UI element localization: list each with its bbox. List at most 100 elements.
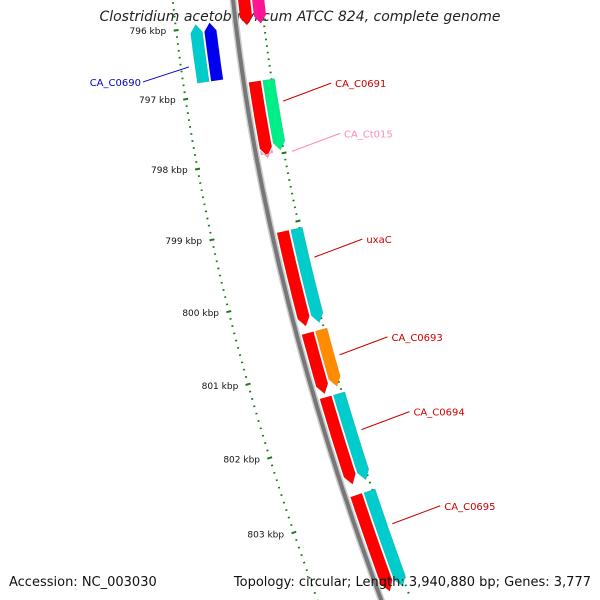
label-text: CA_C0694 xyxy=(413,408,464,419)
feature-layer xyxy=(190,0,406,592)
ruler-minor-tick xyxy=(231,325,234,328)
ruler-minor-tick xyxy=(220,281,223,284)
ruler-minor-tick xyxy=(259,427,262,430)
gene-label-ca-c0693: CA_C0693 xyxy=(339,333,443,356)
gene-feature xyxy=(237,0,253,26)
ruler-minor-tick xyxy=(261,434,265,437)
ruler-minor-tick xyxy=(300,554,303,557)
ruler-minor-tick xyxy=(287,516,291,519)
gene-feature xyxy=(251,0,267,24)
gene-feature xyxy=(363,488,406,587)
inner-ruler xyxy=(171,2,319,600)
ruler-minor-tick xyxy=(308,576,311,579)
ruler-minor-tick xyxy=(255,412,258,415)
accession-text: Accession: NC_003030 xyxy=(9,575,157,590)
ruler-minor-tick xyxy=(233,332,236,335)
label-leader xyxy=(291,132,341,152)
label-leader xyxy=(392,505,441,525)
label-leader xyxy=(142,66,190,83)
map-title: Clostridium acetobutylicum ATCC 824, com… xyxy=(99,9,501,25)
ruler-minor-tick xyxy=(270,464,274,467)
ruler-major-tick xyxy=(291,530,297,535)
gene-feature xyxy=(248,80,273,157)
gene-label-uxac: uxaC xyxy=(314,235,392,258)
ruler-minor-tick xyxy=(240,361,244,364)
label-layer: CA_C0690 CA_C0691 CA_Ct015 uxaC CA_C0693 CA_C… xyxy=(90,66,496,525)
ruler-minor-tick xyxy=(313,591,317,594)
ruler-minor-tick xyxy=(244,375,248,378)
ruler-major-tick xyxy=(245,382,251,386)
backbone-line xyxy=(231,0,384,600)
ruler-major-tick xyxy=(281,151,287,155)
ruler-minor-tick xyxy=(310,584,314,587)
gene-feature xyxy=(204,22,224,82)
tick-label: 800 kbp xyxy=(182,309,219,319)
ruler-major-tick xyxy=(267,456,273,460)
gene-feature xyxy=(350,492,393,592)
ruler-minor-tick xyxy=(295,213,298,216)
gene-label-ca-c0695: CA_C0695 xyxy=(392,502,496,525)
ruler-minor-tick xyxy=(302,561,306,564)
ruler-minor-tick xyxy=(339,387,343,391)
ruler-major-tick xyxy=(183,97,189,101)
gene-feature xyxy=(319,395,356,485)
label-leader xyxy=(339,336,388,356)
gene-feature xyxy=(259,148,274,159)
label-text: CA_C0693 xyxy=(392,333,443,344)
tick-label: 803 kbp xyxy=(247,531,284,541)
gene-feature xyxy=(190,23,210,84)
topology-text: Topology: circular; Length: 3,940,880 bp… xyxy=(233,575,591,590)
ruler-minor-tick xyxy=(266,449,269,452)
tick-label: 796 kbp xyxy=(130,27,167,37)
tick-label: 801 kbp xyxy=(202,382,239,392)
ruler-minor-tick xyxy=(404,584,407,587)
ruler-minor-tick xyxy=(282,501,286,504)
ruler-minor-tick xyxy=(224,296,227,299)
tick-label: 802 kbp xyxy=(223,456,260,466)
ruler-minor-tick xyxy=(290,523,293,527)
ruler-minor-tick xyxy=(285,508,288,512)
tick-label: 798 kbp xyxy=(151,166,188,176)
ruler-minor-tick xyxy=(253,405,256,408)
label-text: CA_Ct015 xyxy=(344,129,393,140)
gene-feature xyxy=(315,327,341,387)
ruler-minor-tick xyxy=(238,354,242,357)
gene-feature xyxy=(262,78,286,151)
label-text: CA_C0691 xyxy=(335,79,386,90)
label-leader xyxy=(361,411,410,431)
ruler-minor-tick xyxy=(263,442,267,445)
ruler-minor-tick xyxy=(305,569,308,572)
ruler-major-tick xyxy=(173,29,179,32)
ruler-minor-tick xyxy=(248,390,252,393)
ruler-minor-tick xyxy=(277,486,281,489)
gene-label-ca-ct015: CA_Ct015 xyxy=(291,129,393,152)
ruler-minor-tick xyxy=(257,419,260,423)
gene-feature xyxy=(290,226,324,324)
tick-label: 799 kbp xyxy=(165,237,202,247)
ruler-minor-tick xyxy=(235,339,238,342)
ruler-minor-tick xyxy=(295,538,298,542)
genome-backbone xyxy=(229,0,385,600)
tick-label: 797 kbp xyxy=(139,96,176,106)
ruler-minor-tick xyxy=(297,546,301,549)
ruler-minor-tick xyxy=(275,479,278,482)
label-text: uxaC xyxy=(366,235,391,246)
label-text: CA_C0690 xyxy=(90,78,141,89)
label-text: CA_C0695 xyxy=(444,502,495,513)
gene-feature xyxy=(332,391,370,481)
ruler-minor-tick xyxy=(242,368,246,371)
gene-label-ca-c0691: CA_C0691 xyxy=(282,79,386,102)
ruler-major-tick xyxy=(295,219,301,223)
gene-label-ca-c0694: CA_C0694 xyxy=(361,408,465,431)
ruler-minor-tick xyxy=(273,471,276,474)
outer-ruler xyxy=(260,0,410,594)
gene-label-ca-c0690: CA_C0690 xyxy=(90,66,190,89)
ruler-minor-tick xyxy=(251,397,254,400)
ruler-minor-tick xyxy=(229,317,232,320)
label-leader xyxy=(282,82,332,102)
ruler-minor-tick xyxy=(236,346,240,349)
ruler-minor-tick xyxy=(222,288,225,291)
ruler-minor-tick xyxy=(215,260,218,263)
ruler-minor-tick xyxy=(368,481,372,484)
